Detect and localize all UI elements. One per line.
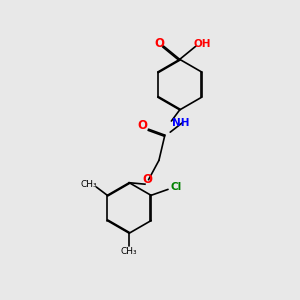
Text: Cl: Cl <box>171 182 182 192</box>
Text: O: O <box>155 37 165 50</box>
Text: OH: OH <box>194 39 212 49</box>
Text: NH: NH <box>172 118 190 128</box>
Text: O: O <box>137 119 147 132</box>
Text: O: O <box>142 173 152 186</box>
Text: CH₃: CH₃ <box>121 248 137 256</box>
Text: CH₃: CH₃ <box>80 179 97 188</box>
